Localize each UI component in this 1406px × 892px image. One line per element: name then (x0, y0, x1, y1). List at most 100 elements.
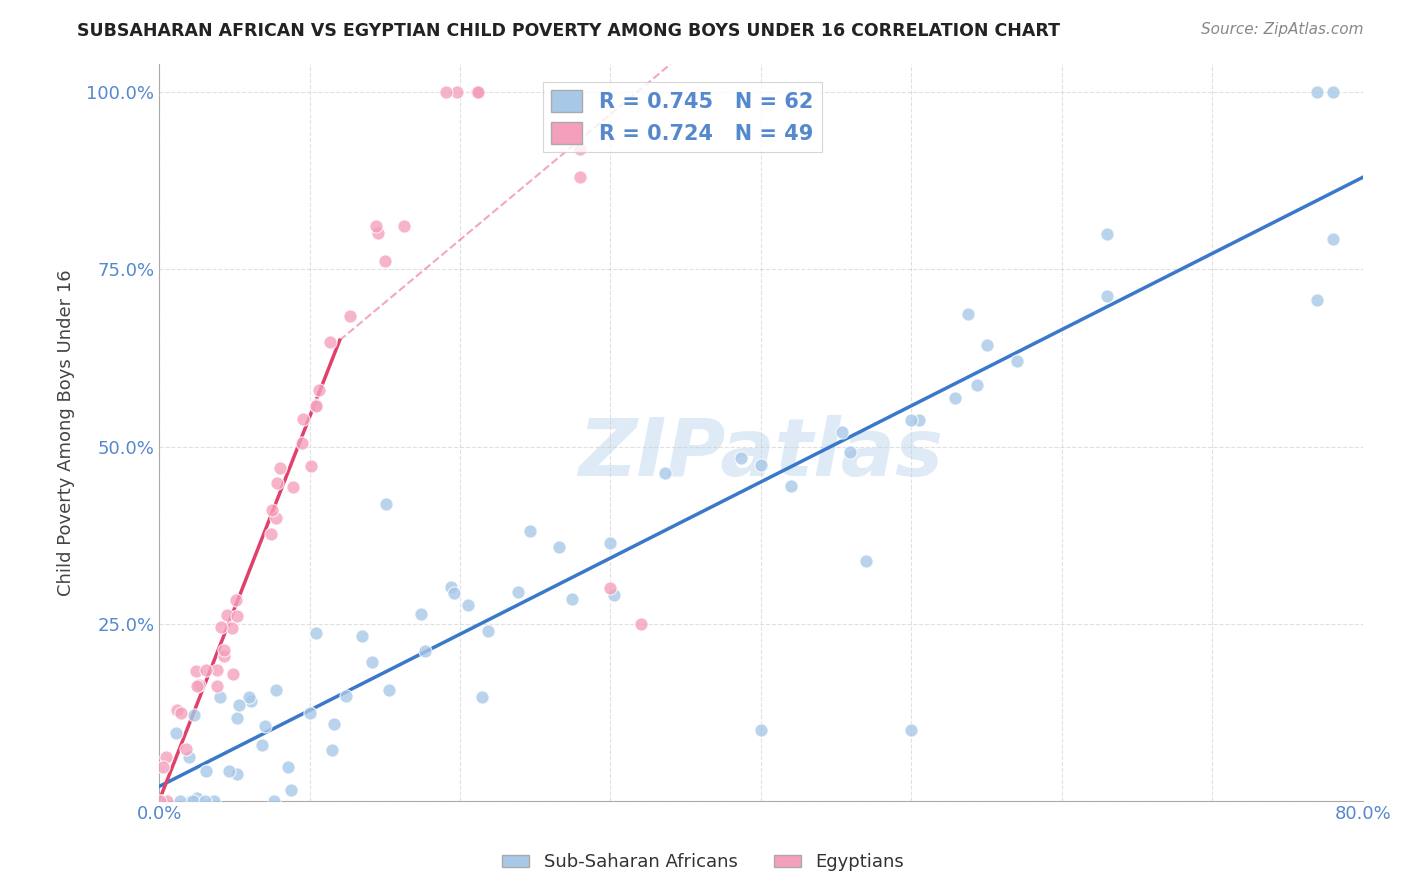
Point (260, 527, 283, 541)
Point (831, 425, 853, 439)
Point (508, 585, 530, 599)
Y-axis label: Child Poverty Among Boys Under 16: Child Poverty Among Boys Under 16 (58, 269, 75, 596)
Point (1322, 86, 1344, 100)
Point (250, 738, 273, 752)
Point (174, 742, 197, 756)
Point (374, 254, 396, 268)
Point (1095, 289, 1118, 303)
Point (221, 621, 243, 635)
Point (367, 226, 389, 240)
Point (599, 536, 621, 550)
Point (195, 764, 218, 779)
Legend: R = 0.745   N = 62, R = 0.724   N = 49: R = 0.745 N = 62, R = 0.724 N = 49 (543, 82, 821, 153)
Point (280, 783, 302, 797)
Point (976, 338, 998, 352)
Point (361, 655, 384, 669)
Point (291, 412, 314, 426)
Point (149, 794, 172, 808)
Point (465, 86, 488, 100)
Point (855, 553, 877, 567)
Point (266, 682, 288, 697)
Point (225, 593, 247, 607)
Point (269, 460, 291, 475)
Point (467, 86, 489, 100)
Point (240, 694, 263, 708)
Point (226, 711, 249, 725)
Point (238, 690, 260, 704)
Point (467, 86, 489, 100)
Point (630, 616, 652, 631)
Point (214, 643, 236, 657)
Point (900, 413, 922, 427)
Point (411, 607, 433, 622)
Point (471, 690, 494, 705)
Point (749, 723, 772, 737)
Point (180, 794, 202, 808)
Point (266, 475, 288, 490)
Point (254, 719, 277, 733)
Point (561, 591, 583, 606)
Point (218, 764, 240, 779)
Point (375, 497, 398, 511)
Point (183, 794, 205, 808)
Point (599, 581, 621, 595)
Point (730, 451, 752, 466)
Point (415, 644, 437, 658)
Point (180, 794, 202, 808)
Point (202, 794, 225, 808)
Point (780, 479, 803, 493)
Point (262, 502, 284, 516)
Point (263, 794, 285, 808)
Point (226, 766, 249, 780)
Point (749, 458, 772, 472)
Point (169, 706, 191, 721)
Point (548, 540, 571, 554)
Point (205, 663, 228, 677)
Point (908, 413, 931, 427)
Point (165, 726, 187, 740)
Point (156, 794, 179, 808)
Point (446, 86, 468, 100)
Point (212, 648, 235, 663)
Point (277, 760, 299, 774)
Point (1306, 293, 1329, 308)
Point (569, 142, 592, 156)
Point (1322, 232, 1344, 246)
Point (457, 599, 479, 613)
Text: SUBSAHARAN AFRICAN VS EGYPTIAN CHILD POVERTY AMONG BOYS UNDER 16 CORRELATION CHA: SUBSAHARAN AFRICAN VS EGYPTIAN CHILD POV… (77, 22, 1060, 40)
Point (569, 170, 592, 185)
Point (305, 398, 328, 412)
Point (183, 707, 205, 722)
Point (222, 667, 245, 681)
Text: ZIPatlas: ZIPatlas (578, 416, 943, 493)
Point (283, 480, 305, 494)
Point (194, 663, 217, 677)
Point (1306, 86, 1329, 100)
Point (215, 607, 238, 622)
Point (321, 743, 343, 757)
Text: Source: ZipAtlas.com: Source: ZipAtlas.com (1201, 22, 1364, 37)
Point (207, 679, 229, 693)
Point (228, 698, 250, 712)
Point (339, 309, 361, 323)
Point (900, 723, 922, 737)
Point (1005, 353, 1028, 368)
Point (225, 609, 247, 624)
Point (166, 703, 188, 717)
Point (186, 791, 208, 805)
Point (443, 585, 465, 599)
Point (194, 794, 217, 808)
Point (335, 689, 357, 703)
Point (1095, 227, 1118, 241)
Point (603, 588, 626, 602)
Point (305, 399, 328, 413)
Point (208, 690, 231, 705)
Point (299, 458, 322, 473)
Point (943, 391, 966, 405)
Point (839, 445, 862, 459)
Point (966, 378, 988, 392)
Point (440, 580, 463, 594)
Point (186, 680, 208, 694)
Point (394, 219, 416, 233)
Point (188, 678, 211, 692)
